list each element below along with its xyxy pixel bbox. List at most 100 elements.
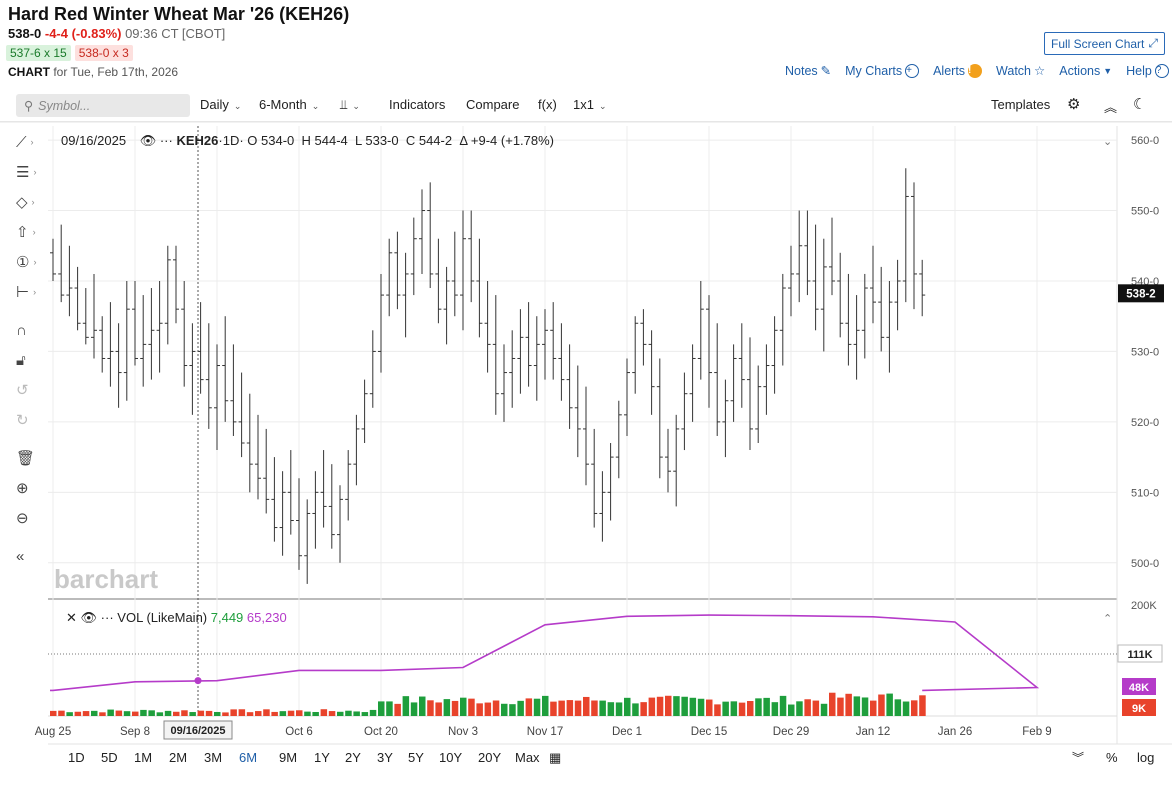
period-5y-button[interactable]: 5Y xyxy=(408,750,424,765)
volume-bar xyxy=(91,710,98,716)
volume-bar xyxy=(607,702,615,716)
period-2m-button[interactable]: 2M xyxy=(169,750,188,765)
watch-link[interactable]: Watch ☆ xyxy=(996,63,1045,79)
alert-icon: ! xyxy=(968,63,983,78)
fx-button[interactable]: f(x) xyxy=(538,97,557,112)
volume-bar xyxy=(738,702,746,716)
help-link[interactable]: Help? xyxy=(1126,63,1169,78)
close-icon[interactable]: ✕ xyxy=(66,610,77,625)
volume-bar xyxy=(345,710,352,716)
volume-bar xyxy=(632,703,639,716)
redo-icon[interactable]: ↻ xyxy=(16,412,29,429)
eye-icon[interactable]: 👁︎ xyxy=(80,610,98,625)
unlock-icon[interactable]: 🔓︎ xyxy=(16,351,26,369)
fibonacci-tool-icon[interactable]: ☰ › xyxy=(16,164,37,181)
period-20y-button[interactable]: 20Y xyxy=(478,750,502,765)
notes-link[interactable]: Notes ✎ xyxy=(785,63,831,79)
volume-bar xyxy=(870,700,877,716)
volume-bar xyxy=(123,711,131,716)
period-1d-button[interactable]: 1D xyxy=(68,750,85,765)
period-3m-button[interactable]: 3M xyxy=(204,750,223,765)
volume-bar xyxy=(378,701,385,716)
layout-select[interactable]: 1x1 ⌄ xyxy=(573,97,607,112)
chart-toolbar: ⚲ Symbol... Daily ⌄ 6-Month ⌄ ⫫ ⌄ Indicator… xyxy=(0,90,1172,122)
symbol-search-placeholder: Symbol... xyxy=(38,98,91,113)
volume-bar xyxy=(492,700,500,716)
period-6m-button[interactable]: 6M xyxy=(239,750,258,765)
my-charts-label: My Charts xyxy=(845,63,903,78)
arrow-tool-icon[interactable]: ⇧ › xyxy=(16,224,36,241)
chart-type-select[interactable]: ⫫ ⌄ xyxy=(340,97,360,113)
range-select[interactable]: 6-Month ⌄ xyxy=(259,97,319,112)
eye-icon[interactable]: 👁︎ xyxy=(139,133,157,148)
ask-badge: 538-0 x 3 xyxy=(74,45,133,61)
zoom-in-icon[interactable]: ⊕ xyxy=(16,480,29,497)
x-tick-label: Dec 29 xyxy=(773,726,809,738)
period-5d-button[interactable]: 5D xyxy=(101,750,118,765)
period-1m-button[interactable]: 1M xyxy=(134,750,153,765)
volume-111k-tag-bg xyxy=(1117,644,1163,663)
volume-bar xyxy=(755,698,762,716)
interval-select[interactable]: Daily ⌄ xyxy=(200,97,241,112)
period-2y-button[interactable]: 2Y xyxy=(345,750,361,765)
period-10y-button[interactable]: 10Y xyxy=(439,750,463,765)
collapse-left-icon[interactable]: « xyxy=(16,547,25,565)
search-icon: ⚲ xyxy=(24,99,34,113)
chevron-down-icon: ⌄ xyxy=(233,101,242,111)
dark-mode-moon-icon[interactable]: ☾ xyxy=(1133,96,1147,113)
measure-tool-icon[interactable]: ⊢ › xyxy=(16,284,37,301)
volume-bar xyxy=(599,700,606,716)
volume-bar xyxy=(304,711,311,716)
volume-bar xyxy=(706,699,713,716)
zoom-out-icon[interactable]: ⊖ xyxy=(16,510,29,527)
volume-bar xyxy=(566,700,574,716)
legend-close: C 544-2 xyxy=(405,133,453,148)
settings-gear-icon[interactable]: ⚙ xyxy=(1067,96,1081,113)
actions-menu[interactable]: Actions ▼ xyxy=(1059,63,1112,78)
full-screen-chart-button[interactable]: Full Screen Chart ⤢ xyxy=(1044,32,1165,55)
volume-bar xyxy=(132,711,139,716)
trendline-tool-icon[interactable]: ⟋ › xyxy=(16,133,34,151)
period-9m-button[interactable]: 9M xyxy=(279,750,298,765)
alerts-link[interactable]: Alerts! xyxy=(933,63,983,78)
annotation-tool-icon[interactable]: ① › xyxy=(16,254,37,271)
period-1y-button[interactable]: 1Y xyxy=(314,750,330,765)
period-max-button[interactable]: Max xyxy=(515,750,540,765)
magnet-icon[interactable]: ∩ xyxy=(16,321,27,339)
volume-bar xyxy=(386,701,393,716)
help-icon: ? xyxy=(1154,63,1169,78)
volume-bar xyxy=(50,710,57,716)
shapes-tool-icon[interactable]: ◇ › xyxy=(16,194,35,211)
layout-label: 1x1 xyxy=(573,97,594,112)
volume-bar xyxy=(656,696,664,716)
indicators-button[interactable]: Indicators xyxy=(389,97,446,112)
interval-label: Daily xyxy=(200,97,229,112)
volume-tick-label: 200K xyxy=(1131,600,1157,612)
volume-bar xyxy=(263,709,270,716)
more-icon[interactable]: ··· xyxy=(100,610,114,625)
compare-button[interactable]: Compare xyxy=(466,97,520,112)
volume-bar xyxy=(427,700,434,716)
undo-icon[interactable]: ↺ xyxy=(16,382,29,399)
actions-label: Actions xyxy=(1059,63,1101,78)
volume-bar xyxy=(484,702,492,716)
volume-bar xyxy=(148,710,155,716)
templates-button[interactable]: Templates xyxy=(991,97,1051,112)
legend-change: Δ +9-4 (+1.78%) xyxy=(459,133,555,148)
calendar-icon[interactable]: ▦ xyxy=(549,750,562,765)
plus-circle-icon: + xyxy=(905,63,920,78)
more-icon[interactable]: ··· xyxy=(159,133,173,148)
period-3y-button[interactable]: 3Y xyxy=(377,750,393,765)
volume-bar xyxy=(222,712,229,716)
symbol-search-input[interactable]: ⚲ Symbol... xyxy=(16,94,190,117)
my-charts-link[interactable]: My Charts + xyxy=(845,63,920,78)
percent-toggle[interactable]: % xyxy=(1106,750,1118,765)
volume-bar xyxy=(673,696,680,716)
volume-bar xyxy=(894,699,902,716)
trash-icon[interactable]: 🗑︎ xyxy=(16,450,36,467)
volume-bar xyxy=(140,709,147,716)
double-chevron-down-icon[interactable]: ︾ xyxy=(1072,751,1085,765)
log-toggle[interactable]: log xyxy=(1137,750,1155,765)
collapse-up-icon[interactable]: ︽ xyxy=(1104,100,1118,115)
